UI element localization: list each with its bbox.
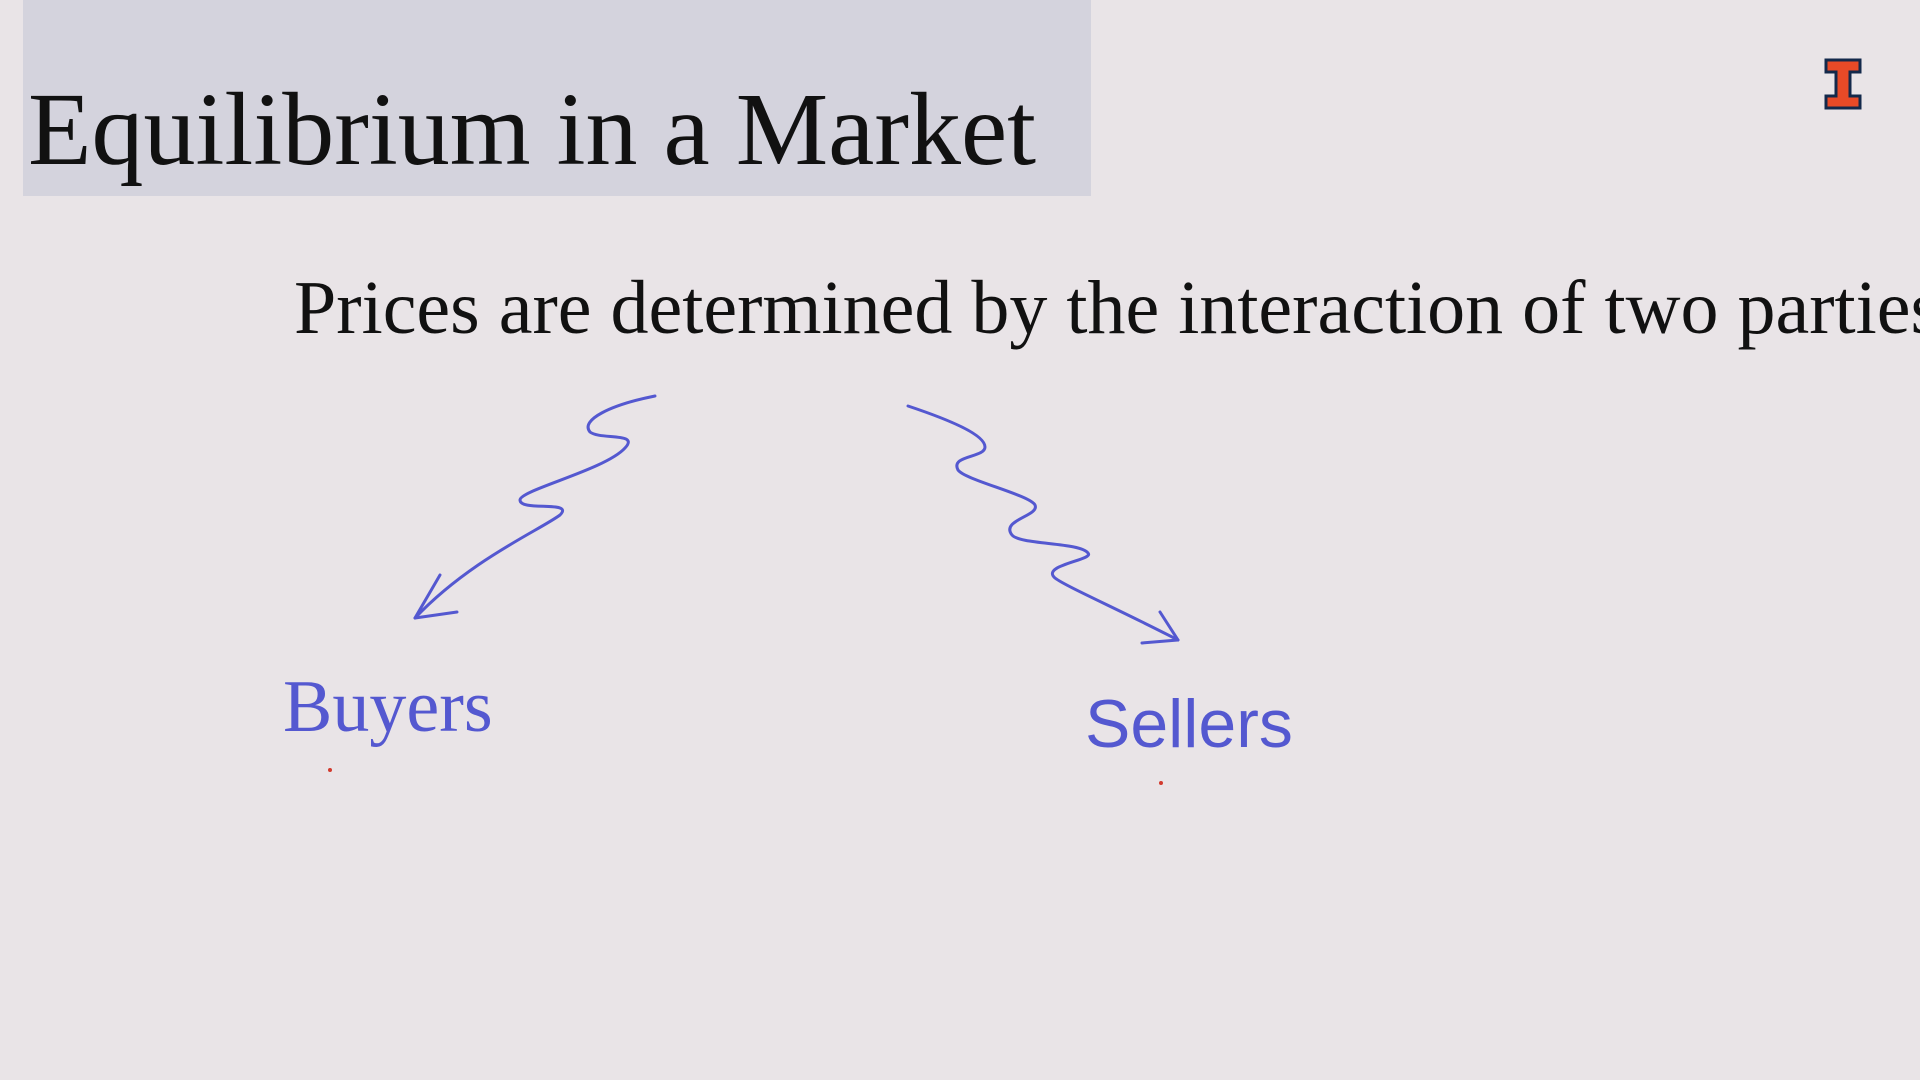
arrowhead-left-icon	[413, 573, 459, 620]
block-i-logo-icon	[1824, 58, 1862, 110]
squiggly-arrow-down-left-icon	[413, 394, 657, 620]
slide-title: Equilibrium in a Market	[28, 72, 1037, 187]
marker-dot-icon	[328, 768, 332, 772]
buyers-label: Buyers	[283, 666, 493, 748]
marker-dot-icon	[1159, 781, 1163, 785]
slide-subtitle: Prices are determined by the interaction…	[294, 266, 1920, 350]
title-band	[23, 0, 1091, 196]
arrowhead-right-icon	[1140, 610, 1180, 645]
sellers-label: Sellers	[1085, 686, 1293, 762]
squiggly-arrow-down-right-icon	[906, 404, 1180, 642]
